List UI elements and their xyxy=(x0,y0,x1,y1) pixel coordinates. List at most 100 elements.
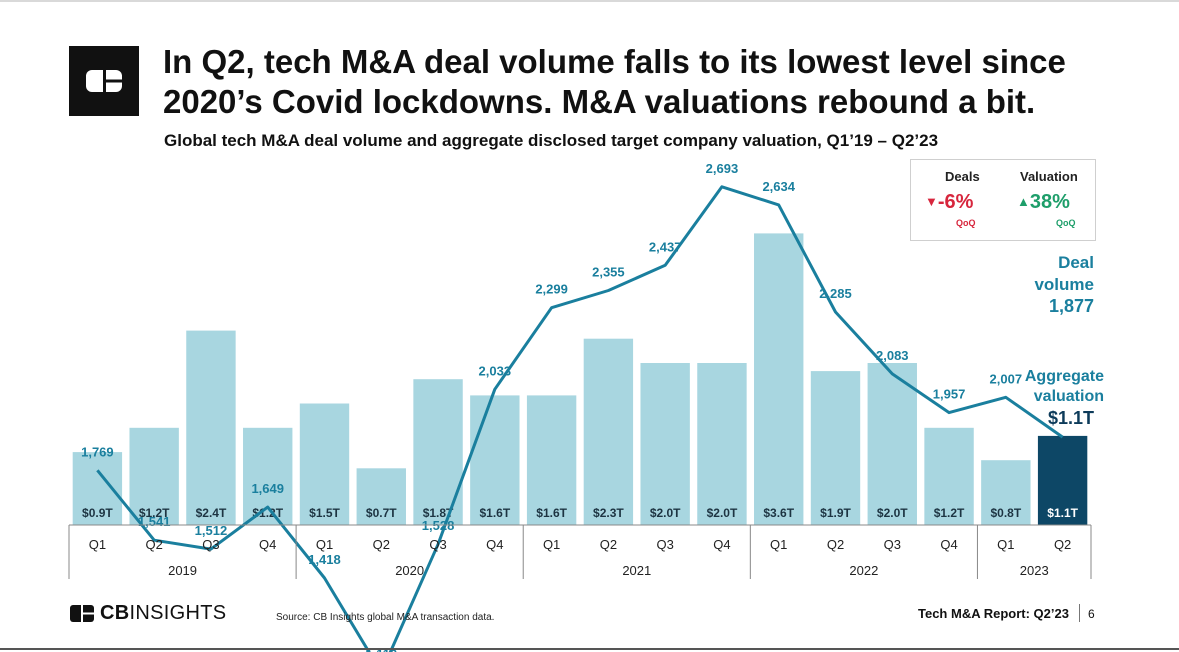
valuation-bar-label: $2.4T xyxy=(196,506,227,520)
valuation-bar-label: $0.7T xyxy=(366,506,397,520)
bars-layer: $0.9T $1.2T $2.4T $1.2T $1.5T $0.7T $1.8T $1.6T… xyxy=(72,233,1088,525)
deal-volume-label: 2,083 xyxy=(876,348,909,363)
deal-volume-label: 1,418 xyxy=(308,552,341,567)
valuation-bar xyxy=(924,427,974,525)
cb-logo-icon xyxy=(69,46,139,116)
qoq-summary-box: Deals Valuation ▼-6% QoQ ▲38% QoQ xyxy=(910,159,1096,241)
quarter-tick-label: Q2 xyxy=(145,537,162,552)
year-tick-label: 2020 xyxy=(395,563,424,578)
quarter-tick-label: Q4 xyxy=(486,537,503,552)
valuation-qoq-label: QoQ xyxy=(1056,218,1076,228)
valuation-change: ▲38% xyxy=(1017,191,1070,214)
footer-divider xyxy=(1079,604,1080,622)
valuation-bar xyxy=(526,395,577,525)
quarter-tick-label: Q3 xyxy=(656,537,673,552)
quarter-tick-label: Q2 xyxy=(1054,537,1071,552)
bottom-border xyxy=(0,648,1179,650)
deal-volume-latest-value: 1,877 xyxy=(1048,296,1094,316)
quarter-tick-label: Q3 xyxy=(429,537,446,552)
deals-change: ▼-6% xyxy=(925,191,973,214)
line-layer: 1,7691,5411,5121,6491,4181,1101,5282,033… xyxy=(81,161,1064,652)
valuation-bar-label: $2.0T xyxy=(877,506,908,520)
valuation-bar xyxy=(356,468,406,525)
page-title: In Q2, tech M&A deal volume falls to its… xyxy=(163,43,1066,120)
quarter-tick-label: Q2 xyxy=(600,537,617,552)
valuation-bar xyxy=(470,395,520,525)
valuation-bar-label: $1.6T xyxy=(479,506,510,520)
year-tick-label: 2021 xyxy=(622,563,651,578)
valuation-bar xyxy=(299,403,350,525)
valuation-bar-label: $0.9T xyxy=(82,506,113,520)
quarter-tick-label: Q1 xyxy=(316,537,333,552)
deal-volume-label: 2,355 xyxy=(592,264,625,279)
valuation-bar-label: $1.2T xyxy=(139,506,170,520)
deal-volume-line xyxy=(96,185,1064,652)
aggregate-valuation-label: Aggregate valuation xyxy=(1024,368,1104,405)
valuation-bar xyxy=(981,460,1031,525)
year-tick-label: 2019 xyxy=(168,563,197,578)
quarter-tick-label: Q2 xyxy=(827,537,844,552)
valuation-bar xyxy=(640,363,690,525)
deal-volume-label: 1,528 xyxy=(422,518,455,533)
quarter-tick-label: Q4 xyxy=(940,537,957,552)
deal-volume-label: 2,693 xyxy=(706,161,739,176)
deal-volume-label: 1,769 xyxy=(81,444,114,459)
deals-header: Deals xyxy=(945,169,980,184)
brand-name: CBINSIGHTS xyxy=(100,602,226,625)
deal-volume-label: Deal volume xyxy=(1034,253,1094,294)
deal-volume-label: 2,437 xyxy=(649,239,682,254)
quarter-tick-label: Q1 xyxy=(89,537,106,552)
valuation-bar-label: $1.2T xyxy=(934,506,965,520)
deal-volume-label: 1,541 xyxy=(138,514,171,529)
aggregate-valuation-latest-value: $1.1T xyxy=(1047,408,1094,428)
valuation-bar xyxy=(186,330,236,525)
deal-volume-label: 1,957 xyxy=(933,387,966,402)
quarter-tick-label: Q4 xyxy=(259,537,276,552)
valuation-bar-label: $1.8T xyxy=(423,506,454,520)
brand-name-bold: CB xyxy=(100,601,130,624)
valuation-bar xyxy=(810,371,861,525)
quarter-tick-label: Q3 xyxy=(202,537,219,552)
deal-volume-label: 2,007 xyxy=(990,371,1023,386)
source-note: Source: CB Insights global M&A transacti… xyxy=(276,612,495,623)
valuation-bar xyxy=(754,233,804,525)
valuation-bar-label: $2.0T xyxy=(650,506,681,520)
valuation-bar-label: $1.5T xyxy=(309,506,340,520)
year-tick-label: 2023 xyxy=(1020,563,1049,578)
deal-volume-label: 1,649 xyxy=(251,481,284,496)
deal-volume-label: 1,512 xyxy=(195,523,228,538)
footer-brand-logo: CBINSIGHTS xyxy=(70,602,226,624)
page-number: 6 xyxy=(1088,607,1095,621)
quarter-tick-label: Q4 xyxy=(713,537,730,552)
brand-name-rest: INSIGHTS xyxy=(129,601,227,624)
valuation-change-value: 38% xyxy=(1029,191,1070,213)
deal-volume-label: 2,634 xyxy=(762,179,795,194)
valuation-bar-label: $3.6T xyxy=(763,506,794,520)
year-tick-label: 2022 xyxy=(849,563,878,578)
deals-qoq-label: QoQ xyxy=(956,218,976,228)
valuation-bar xyxy=(413,379,463,525)
quarter-tick-label: Q1 xyxy=(997,537,1014,552)
quarter-tick-label: Q2 xyxy=(373,537,390,552)
valuation-header: Valuation xyxy=(1020,169,1078,184)
valuation-bar xyxy=(1037,435,1088,525)
valuation-bar-label: $1.9T xyxy=(820,506,851,520)
cb-mark-icon xyxy=(70,604,94,622)
quarter-tick-label: Q1 xyxy=(543,537,560,552)
deal-volume-label: 2,299 xyxy=(535,282,568,297)
deals-change-value: -6% xyxy=(937,191,974,213)
deal-volume-label: 2,285 xyxy=(819,286,852,301)
deal-volume-label: 2,033 xyxy=(479,363,512,378)
top-border xyxy=(0,0,1179,2)
valuation-bar xyxy=(583,338,634,525)
valuation-bar xyxy=(867,363,917,525)
valuation-bar-label: $1.6T xyxy=(536,506,567,520)
valuation-bar-label: $1.1T xyxy=(1047,506,1078,520)
quarter-tick-label: Q3 xyxy=(884,537,901,552)
valuation-bar xyxy=(129,427,179,525)
valuation-bar xyxy=(697,363,747,525)
valuation-bar-label: $0.8T xyxy=(990,506,1021,520)
up-triangle-icon: ▲ xyxy=(1017,194,1030,209)
quarter-tick-label: Q1 xyxy=(770,537,787,552)
